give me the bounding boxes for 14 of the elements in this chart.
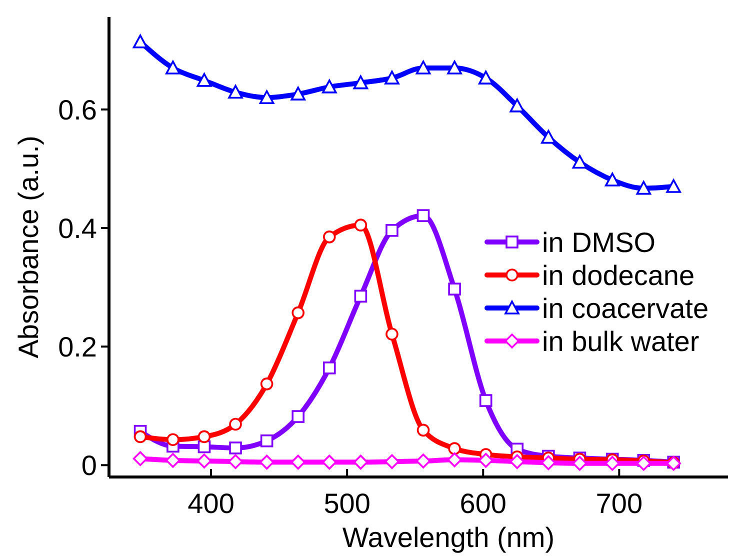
- y-tick-label: 0.6: [58, 94, 97, 126]
- legend-label: in bulk water: [542, 326, 700, 357]
- x-tick-label: 700: [596, 488, 643, 519]
- legend-label: in coacervate: [542, 292, 709, 324]
- legend-label: in DMSO: [542, 226, 656, 258]
- y-axis-title: Absorbance (a.u.): [13, 136, 44, 358]
- y-tick-label: 0.2: [58, 331, 97, 362]
- x-tick-label: 400: [188, 488, 234, 519]
- y-tick-label: 0.4: [58, 212, 97, 244]
- x-axis-title: Wavelength (nm): [342, 522, 555, 553]
- x-tick-label: 600: [460, 488, 506, 519]
- legend-label: in dodecane: [542, 260, 695, 291]
- y-tick-label: 0: [81, 450, 97, 481]
- x-tick-label: 500: [324, 488, 370, 519]
